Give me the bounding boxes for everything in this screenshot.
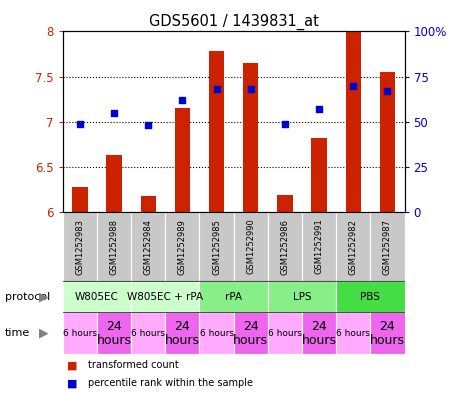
Point bbox=[213, 86, 220, 92]
Text: GSM1252986: GSM1252986 bbox=[280, 219, 289, 275]
Point bbox=[315, 106, 323, 112]
Bar bbox=[72, 187, 87, 212]
Text: 6 hours: 6 hours bbox=[131, 329, 165, 338]
Bar bbox=[268, 281, 336, 312]
Bar bbox=[336, 212, 370, 281]
Text: GSM1252987: GSM1252987 bbox=[383, 219, 392, 275]
Bar bbox=[233, 312, 268, 354]
Point bbox=[145, 122, 152, 129]
Text: GSM1252985: GSM1252985 bbox=[212, 219, 221, 275]
Bar bbox=[302, 212, 336, 281]
Text: GSM1252984: GSM1252984 bbox=[144, 219, 153, 275]
Title: GDS5601 / 1439831_at: GDS5601 / 1439831_at bbox=[149, 14, 319, 30]
Bar bbox=[336, 281, 405, 312]
Point bbox=[247, 86, 254, 92]
Bar bbox=[97, 212, 131, 281]
Text: ▶: ▶ bbox=[40, 327, 49, 340]
Bar bbox=[370, 312, 405, 354]
Text: transformed count: transformed count bbox=[88, 360, 179, 371]
Text: GSM1252988: GSM1252988 bbox=[110, 219, 119, 275]
Text: 24
hours: 24 hours bbox=[97, 320, 132, 347]
Bar bbox=[131, 212, 165, 281]
Text: GSM1252989: GSM1252989 bbox=[178, 219, 187, 275]
Bar bbox=[312, 138, 327, 212]
Bar bbox=[175, 108, 190, 212]
Text: 6 hours: 6 hours bbox=[199, 329, 233, 338]
Bar bbox=[199, 312, 233, 354]
Point bbox=[179, 97, 186, 103]
Bar bbox=[63, 312, 97, 354]
Point bbox=[76, 121, 84, 127]
Text: PBS: PBS bbox=[360, 292, 380, 302]
Text: GSM1252990: GSM1252990 bbox=[246, 219, 255, 274]
Bar bbox=[63, 281, 131, 312]
Bar bbox=[380, 72, 395, 212]
Bar bbox=[165, 212, 199, 281]
Bar bbox=[243, 63, 259, 212]
Text: GSM1252991: GSM1252991 bbox=[315, 219, 324, 274]
Point bbox=[350, 83, 357, 89]
Bar bbox=[140, 196, 156, 212]
Text: ■: ■ bbox=[67, 378, 78, 388]
Point bbox=[384, 88, 391, 94]
Text: 24
hours: 24 hours bbox=[370, 320, 405, 347]
Text: protocol: protocol bbox=[5, 292, 50, 302]
Text: 6 hours: 6 hours bbox=[336, 329, 370, 338]
Text: rPA: rPA bbox=[225, 292, 242, 302]
Bar bbox=[336, 312, 370, 354]
Text: 24
hours: 24 hours bbox=[165, 320, 200, 347]
Bar bbox=[233, 212, 268, 281]
Point bbox=[281, 121, 289, 127]
Text: GSM1252983: GSM1252983 bbox=[75, 219, 84, 275]
Bar bbox=[345, 31, 361, 212]
Bar bbox=[199, 212, 233, 281]
Bar bbox=[131, 312, 165, 354]
Bar bbox=[106, 155, 122, 212]
Text: LPS: LPS bbox=[292, 292, 312, 302]
Text: 6 hours: 6 hours bbox=[268, 329, 302, 338]
Bar bbox=[277, 195, 292, 212]
Bar bbox=[63, 212, 97, 281]
Text: percentile rank within the sample: percentile rank within the sample bbox=[88, 378, 253, 388]
Text: 6 hours: 6 hours bbox=[63, 329, 97, 338]
Bar bbox=[268, 212, 302, 281]
Bar bbox=[209, 51, 224, 212]
Bar bbox=[370, 212, 405, 281]
Bar bbox=[131, 281, 199, 312]
Bar bbox=[97, 312, 131, 354]
Bar bbox=[165, 312, 199, 354]
Text: W805EC + rPA: W805EC + rPA bbox=[127, 292, 203, 302]
Text: ■: ■ bbox=[67, 360, 78, 371]
Text: 24
hours: 24 hours bbox=[302, 320, 337, 347]
Bar bbox=[268, 312, 302, 354]
Text: GSM1252982: GSM1252982 bbox=[349, 219, 358, 275]
Bar bbox=[302, 312, 336, 354]
Text: 24
hours: 24 hours bbox=[233, 320, 268, 347]
Point bbox=[110, 110, 118, 116]
Text: time: time bbox=[5, 328, 30, 338]
Text: ▶: ▶ bbox=[40, 290, 49, 303]
Bar bbox=[199, 281, 268, 312]
Text: W805EC: W805EC bbox=[75, 292, 119, 302]
